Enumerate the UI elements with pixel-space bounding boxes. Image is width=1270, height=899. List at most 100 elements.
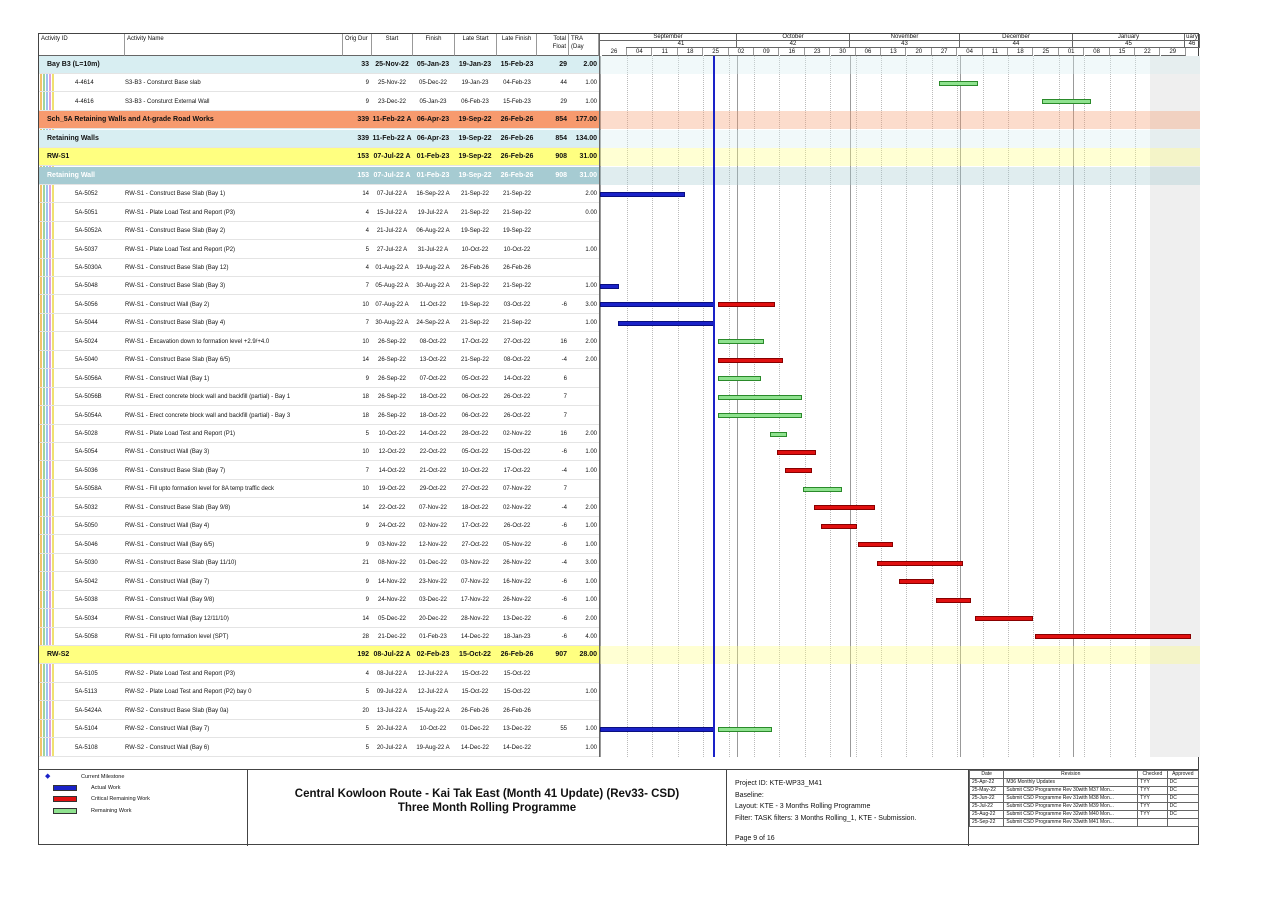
critical-remaining-bar[interactable]: [814, 505, 875, 511]
cell-tra: [569, 222, 597, 240]
activity-row[interactable]: 5A-5051 RW-S1 - Plate Load Test and Repor…: [39, 204, 599, 222]
col-header-orig-dur[interactable]: Orig Dur: [343, 34, 372, 56]
col-header-late-start[interactable]: Late Start: [455, 34, 497, 56]
remaining-work-bar[interactable]: [718, 394, 802, 400]
activity-row[interactable]: 5A-5024 RW-S1 - Excavation down to format…: [39, 333, 599, 351]
col-header-finish[interactable]: Finish: [413, 34, 455, 56]
day-header: 11: [983, 48, 1008, 56]
wbs-group-row[interactable]: Bay B3 (L=10m) 33 25-Nov-22 05-Jan-23 19-Jan…: [39, 56, 599, 74]
col-header-tra[interactable]: TRA (Day: [569, 34, 599, 56]
activity-row[interactable]: 5A-5052 RW-S1 - Construct Base Slab (Bay …: [39, 185, 599, 204]
wbs-group-row[interactable]: RW-S1 153 07-Jul-22 A 01-Feb-23 19-Sep-22 26-…: [39, 148, 599, 167]
cell-name: RW-S2 - Construct Base Slab (Bay 0a): [125, 707, 229, 714]
wbs-group-row[interactable]: Retaining Walls 339 11-Feb-22 A 06-Apr-23 19…: [39, 129, 599, 148]
remaining-work-bar[interactable]: [939, 80, 978, 86]
cell-name: RW-S1 - Construct Wall (Bay 12/11/10): [125, 615, 229, 622]
remaining-work-bar[interactable]: [718, 726, 772, 732]
activity-row[interactable]: 5A-5113 RW-S2 - Plate Load Test and Repor…: [39, 683, 599, 702]
actual-work-bar[interactable]: [600, 726, 715, 732]
critical-remaining-bar[interactable]: [785, 468, 812, 474]
cell-finish: 18-Oct-22: [419, 394, 447, 401]
activity-row[interactable]: 4-4616 S3-B3 - Consturct External Wall 9 23…: [39, 93, 599, 111]
activity-row[interactable]: 5A-5108 RW-S2 - Construct Wall (Bay 6) 5 20…: [39, 739, 599, 757]
cell-start: 08-Jul-22 A: [376, 670, 408, 677]
activity-row[interactable]: 5A-5040 RW-S1 - Construct Base Slab (Bay …: [39, 351, 599, 370]
activity-row[interactable]: 5A-5056A RW-S1 - Construct Wall (Bay 1) 9 2…: [39, 370, 599, 388]
actual-work-bar[interactable]: [600, 302, 715, 308]
cell-tra: 1.00: [585, 597, 597, 604]
cell-name: RW-S1 - Erect concrete block wall and ba…: [125, 412, 291, 419]
activity-row[interactable]: 5A-5030A RW-S1 - Construct Base Slab (Bay…: [39, 259, 599, 277]
activity-row[interactable]: 4-4614 S3-B3 - Consturct Base slab 9 25-Nov…: [39, 74, 599, 93]
actual-work-bar[interactable]: [600, 191, 685, 197]
wbs-group-row[interactable]: RW-S2 192 08-Jul-22 A 02-Feb-23 15-Oct-22 26-…: [39, 646, 599, 665]
critical-remaining-bar[interactable]: [877, 560, 963, 566]
activity-row[interactable]: 5A-5058 RW-S1 - Fill upto formation level…: [39, 628, 599, 646]
activity-row[interactable]: 5A-5424A RW-S2 - Construct Base Slab (Bay…: [39, 702, 599, 720]
cell-id: 5A-5034: [75, 615, 98, 622]
activity-row[interactable]: 5A-5044 RW-S1 - Construct Base Slab (Bay …: [39, 314, 599, 333]
cell-finish: 05-Jan-23: [419, 98, 447, 105]
remaining-work-bar[interactable]: [718, 339, 764, 345]
col-header-activity-name[interactable]: Activity Name: [125, 34, 343, 56]
cell-tf: [537, 241, 567, 259]
actual-work-bar[interactable]: [600, 283, 619, 289]
cell-finish: 30-Aug-22 A: [416, 283, 450, 290]
cell-name: RW-S1 - Construct Base Slab (Bay 12): [125, 264, 229, 271]
col-header-total-float[interactable]: Total Float: [537, 34, 569, 56]
critical-remaining-bar[interactable]: [718, 302, 775, 308]
col-header-activity-id[interactable]: Activity ID: [39, 34, 125, 56]
remaining-work-bar[interactable]: [718, 376, 761, 382]
col-header-late-finish[interactable]: Late Finish: [497, 34, 537, 56]
cell-od: 9: [365, 375, 369, 382]
activity-row[interactable]: 5A-5056B RW-S1 - Erect concrete block wal…: [39, 388, 599, 407]
critical-remaining-bar[interactable]: [899, 579, 934, 585]
col-header-start[interactable]: Start: [372, 34, 413, 56]
critical-remaining-bar[interactable]: [858, 542, 893, 548]
activity-row[interactable]: 5A-5050 RW-S1 - Construct Wall (Bay 4) 9 24…: [39, 517, 599, 536]
critical-remaining-bar[interactable]: [1035, 634, 1191, 640]
wbs-group-row[interactable]: Retaining Wall 153 07-Jul-22 A 01-Feb-23 19-…: [39, 166, 599, 185]
activity-row[interactable]: 5A-5036 RW-S1 - Construct Base Slab (Bay …: [39, 462, 599, 480]
activity-row[interactable]: 5A-5105 RW-S2 - Plate Load Test and Repor…: [39, 665, 599, 683]
activity-row[interactable]: 5A-5034 RW-S1 - Construct Wall (Bay 12/11…: [39, 610, 599, 628]
critical-remaining-bar[interactable]: [821, 523, 857, 529]
cell-start: 13-Jul-22 A: [376, 707, 408, 714]
activity-row[interactable]: 5A-5058A RW-S1 - Fill upto formation leve…: [39, 480, 599, 499]
remaining-work-bar[interactable]: [1042, 99, 1091, 105]
activity-row[interactable]: 5A-5054 RW-S1 - Construct Wall (Bay 3) 10 1…: [39, 443, 599, 462]
cell-tf: [537, 739, 567, 757]
activity-row[interactable]: 5A-5042 RW-S1 - Construct Wall (Bay 7) 9 14…: [39, 573, 599, 591]
activity-row[interactable]: 5A-5054A RW-S1 - Erect concrete block wal…: [39, 407, 599, 425]
cell-name: RW-S1 - Construct Wall (Bay 4): [125, 523, 210, 530]
critical-remaining-bar[interactable]: [936, 597, 971, 603]
cell-tf: 908: [555, 153, 567, 161]
cell-ls: 21-Sep-22: [460, 191, 490, 198]
activity-row[interactable]: 5A-5104 RW-S2 - Construct Wall (Bay 7) 5 20…: [39, 720, 599, 739]
remaining-work-bar[interactable]: [803, 486, 842, 492]
activity-row[interactable]: 5A-5032 RW-S1 - Construct Base Slab (Bay …: [39, 499, 599, 517]
activity-row[interactable]: 5A-5037 RW-S1 - Plate Load Test and Repor…: [39, 241, 599, 259]
week-gridline: [1084, 56, 1086, 757]
activity-row[interactable]: 5A-5030 RW-S1 - Construct Base Slab (Bay …: [39, 554, 599, 573]
activity-row[interactable]: 5A-5028 RW-S1 - Plate Load Test and Repor…: [39, 425, 599, 443]
critical-remaining-bar[interactable]: [975, 616, 1033, 621]
cell-tra: 1.00: [585, 246, 597, 253]
activity-row[interactable]: 5A-5046 RW-S1 - Construct Wall (Bay 6/5) 9…: [39, 536, 599, 554]
activity-row[interactable]: 5A-5056 RW-S1 - Construct Wall (Bay 2) 10 0…: [39, 296, 599, 314]
revision-cell: DC: [1166, 810, 1200, 819]
wbs-group-row[interactable]: Sch_5A Retaining Walls and At-grade Road…: [39, 111, 599, 130]
cell-finish: 01-Feb-23: [416, 171, 450, 179]
activity-row[interactable]: 5A-5052A RW-S1 - Construct Base Slab (Bay…: [39, 222, 599, 241]
activity-row[interactable]: 5A-5048 RW-S1 - Construct Base Slab (Bay …: [39, 277, 599, 296]
critical-remaining-bar[interactable]: [718, 357, 783, 363]
critical-remaining-bar[interactable]: [777, 449, 816, 455]
remaining-work-bar[interactable]: [770, 431, 787, 437]
actual-work-bar[interactable]: [618, 320, 715, 326]
activity-row[interactable]: 5A-5038 RW-S1 - Construct Wall (Bay 9/8) 9…: [39, 591, 599, 610]
remaining-work-bar[interactable]: [718, 413, 802, 419]
cell-finish: 24-Sep-22 A: [416, 320, 450, 327]
cell-lf: 21-Sep-22: [502, 191, 532, 198]
cell-name: S3-B3 - Consturct Base slab: [125, 80, 201, 87]
cell-tra: 2.00: [585, 431, 597, 437]
